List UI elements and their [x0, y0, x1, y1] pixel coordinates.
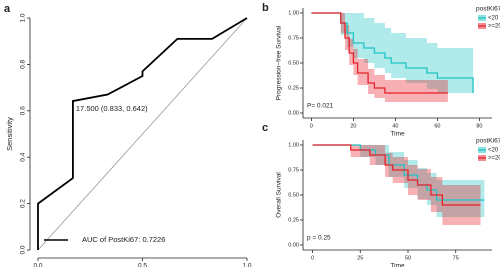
x-tick-label: 60: [434, 123, 440, 129]
legend-label: >=20: [488, 24, 500, 30]
y-tick-label: 0.2: [20, 199, 27, 208]
panel-label: c: [262, 122, 268, 134]
legend-label: <20: [488, 148, 499, 154]
x-tick-label: 40: [392, 123, 398, 129]
annotation: p = 0.25: [307, 235, 331, 242]
survival-curve: [311, 12, 448, 94]
y-axis-label: Overall Survival: [276, 172, 283, 218]
legend-label: >=20: [488, 156, 500, 162]
panel-label: b: [262, 2, 269, 14]
confidence-band: [312, 145, 485, 217]
roc-curve: [37, 17, 248, 250]
y-tick-label: 0.25: [288, 217, 299, 223]
x-tick-label: 50: [405, 255, 411, 261]
reference-line: [37, 17, 248, 251]
y-tick-label: 0.0: [20, 245, 27, 254]
panel-label: a: [4, 3, 11, 15]
y-tick-label: 1.00: [288, 142, 299, 148]
legend-text: AUC of PostKi67: 0.7226: [82, 235, 165, 244]
y-tick-label: 1.0: [20, 13, 27, 22]
y-tick-label: 0.75: [288, 35, 299, 41]
x-tick-label: 0: [310, 123, 313, 129]
y-tick-label: 0.6: [20, 106, 27, 115]
y-tick-label: 0.00: [288, 110, 299, 116]
x-tick-label: 25: [357, 255, 363, 261]
x-axis-label: Time: [390, 131, 405, 138]
legend-title: postKi67: [476, 6, 500, 13]
x-tick-label: 20: [350, 123, 356, 129]
annotation: 17.500 (0.833, 0.642): [76, 104, 148, 113]
y-tick-label: 0.4: [20, 152, 27, 161]
confidence-band: [312, 145, 481, 225]
x-tick-label: 0.5: [138, 263, 147, 267]
y-tick-label: 0.00: [288, 242, 299, 248]
y-tick-label: 0.50: [288, 60, 299, 66]
y-axis-label: Sensitivity: [5, 117, 14, 151]
x-tick-label: 0.0: [33, 263, 42, 267]
x-axis-label: Time: [390, 263, 405, 267]
y-tick-label: 0.75: [288, 167, 299, 173]
y-tick-label: 0.25: [288, 85, 299, 91]
survival-curve: [312, 144, 481, 206]
y-axis-label: Progression−free Survival: [276, 25, 283, 100]
legend-title: postKi67: [476, 138, 500, 145]
y-tick-label: 0.8: [20, 60, 27, 69]
confidence-band: [311, 13, 474, 108]
x-tick-label: 0: [311, 255, 314, 261]
survival-curve: [311, 12, 474, 93]
annotation: P= 0.021: [307, 103, 334, 110]
y-tick-label: 0.50: [288, 192, 299, 198]
x-tick-label: 75: [453, 255, 459, 261]
x-tick-label: 1.0: [242, 263, 251, 267]
x-tick-label: 80: [476, 123, 482, 129]
legend-label: <20: [488, 16, 499, 22]
y-tick-label: 1.00: [288, 10, 299, 16]
